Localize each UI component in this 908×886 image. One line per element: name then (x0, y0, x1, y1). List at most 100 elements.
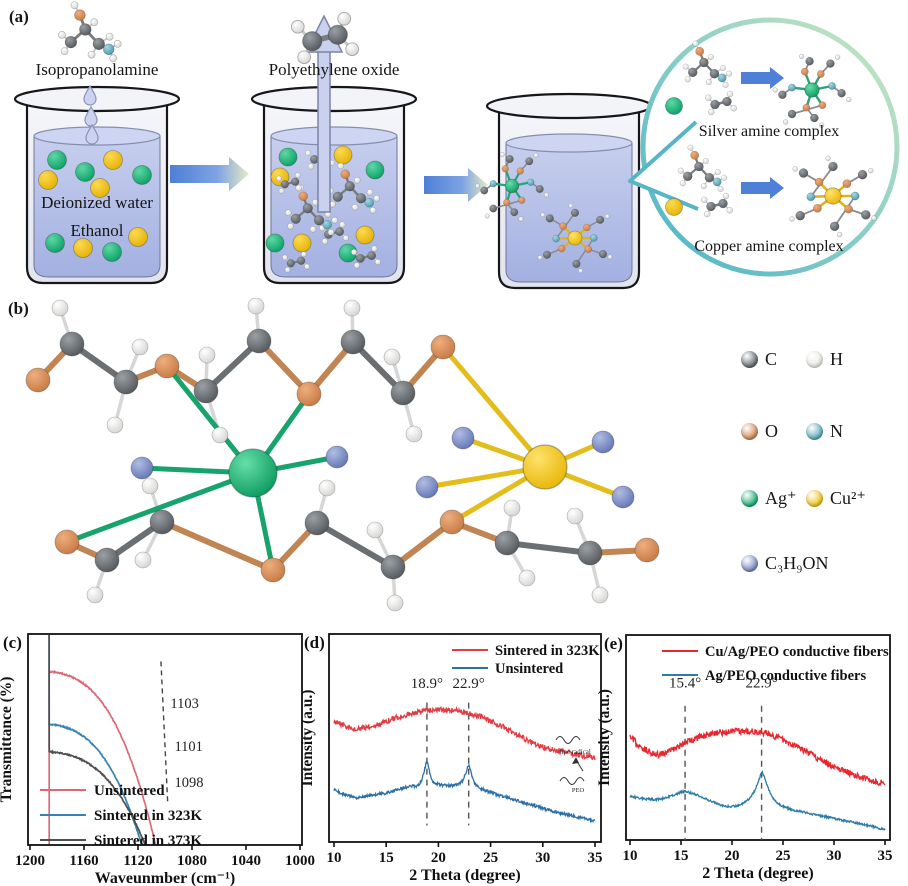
legend-ball-icon (741, 490, 758, 507)
svg-text:(d): (d) (304, 633, 325, 652)
svg-text:20: 20 (431, 850, 446, 866)
svg-text:1101: 1101 (174, 739, 202, 755)
legend-item-Ag: Ag⁺ (741, 488, 797, 509)
svg-text:Cu/Ag/PEO conductive fibers: Cu/Ag/PEO conductive fibers (705, 644, 889, 660)
legend-item-C: C (741, 349, 777, 370)
svg-text:Intensity (a.u.): Intensity (a.u.) (299, 690, 316, 787)
svg-text:1040: 1040 (231, 853, 261, 869)
series-c-0 (48, 669, 157, 844)
silver-ion-dot (365, 160, 385, 180)
legend-label: N (830, 421, 843, 441)
process-arrow-1-icon (170, 157, 249, 191)
svg-text:(c): (c) (3, 633, 22, 652)
legend-item-CHON: C₃H₉ON (741, 553, 829, 574)
svg-text:15.4°: 15.4° (669, 675, 701, 691)
silver-ion-dot (102, 242, 122, 262)
series-c-2 (48, 635, 146, 844)
svg-text:PEO: PEO (572, 787, 585, 794)
ethylene-molecule-icon (701, 192, 733, 218)
silver-ion-dot (132, 165, 152, 185)
svg-text:35: 35 (878, 848, 893, 864)
copper-ion-dot (292, 233, 312, 253)
svg-text:25: 25 (483, 850, 498, 866)
silver-center-atom (228, 448, 278, 498)
svg-text:30: 30 (827, 848, 842, 864)
peo-label: Polyethylene oxide (268, 60, 400, 79)
silver-amine-complex-icon (772, 53, 852, 128)
svg-text:22.9°: 22.9° (453, 676, 485, 692)
ethanol-label: Ethanol (70, 221, 124, 240)
copper-amine-complex-icon (537, 203, 613, 274)
svg-text:2 Theta (degree): 2 Theta (degree) (702, 865, 813, 882)
copper-ion-dot (73, 238, 93, 258)
svg-text:22.9°: 22.9° (745, 675, 777, 691)
speech-bubble (628, 17, 900, 277)
svg-text:Waveunmber (cm⁻¹): Waveunmber (cm⁻¹) (95, 870, 235, 886)
reaction-arrow-icon (741, 67, 784, 89)
isopropanolamine-molecule-icon (285, 184, 338, 236)
process-arrow-2-icon (424, 168, 488, 202)
svg-text:Unsintered: Unsintered (94, 783, 165, 799)
copper-amine-complex-label: Copper amine complex (694, 238, 844, 255)
legend-ball-icon (806, 490, 823, 507)
ethylene-molecule-icon (351, 245, 381, 269)
legend-label: H (830, 349, 843, 369)
isopropanolamine-molecule-icon (58, 1, 122, 63)
legend-ball-icon (741, 423, 758, 440)
legend-item-Cu: Cu²⁺ (806, 488, 866, 509)
beaker3-icon (485, 92, 653, 290)
legend-item-H: H (806, 349, 843, 370)
series-e-1 (629, 769, 886, 831)
droplet-icon (85, 123, 99, 145)
legend-label: Cu²⁺ (830, 488, 866, 508)
panel-b-structure (25, 298, 660, 612)
reaction-arrow-icon (741, 177, 784, 199)
isopropanolamine-label: Isopropanolamine (35, 60, 159, 79)
deionized-water-label: Deionized water (41, 193, 153, 212)
copper-ion-dot (333, 145, 353, 165)
svg-text:15: 15 (379, 850, 394, 866)
svg-text:Sintered in 323K: Sintered in 323K (495, 643, 600, 659)
svg-text:(e): (e) (604, 634, 623, 653)
silver-amine-complex-label: Silver amine complex (698, 123, 840, 140)
silver-ion-dot (278, 147, 298, 167)
legend-item-N: N (806, 421, 843, 442)
silver-ion-dot (75, 162, 95, 182)
legend-ball-icon (806, 423, 823, 440)
series-d-0 (333, 705, 596, 761)
ethylene-molecule-icon (282, 251, 310, 273)
svg-text:Sintered in 373K: Sintered in 373K (94, 833, 202, 849)
legend-ball-icon (741, 351, 758, 368)
legend-label: C₃H₉ON (765, 553, 829, 573)
series-d-1 (333, 759, 596, 824)
panel-a-label: (a) (9, 7, 29, 26)
panel-b-label: (b) (8, 299, 29, 318)
legend-ball-icon (806, 351, 823, 368)
panel-a-scheme (13, 1, 900, 290)
svg-text:18.9°: 18.9° (411, 676, 443, 692)
legend-label: Ag⁺ (765, 488, 797, 508)
silver-ion-dot (338, 243, 358, 263)
svg-text:30: 30 (535, 850, 550, 866)
droplet-icon (83, 84, 97, 106)
svg-text:1120: 1120 (123, 853, 152, 869)
silver-ion-dot (45, 233, 65, 253)
svg-text:10: 10 (327, 850, 342, 866)
svg-text:Transmittance (%): Transmittance (%) (0, 677, 15, 803)
legend-item-O: O (741, 421, 778, 442)
svg-text:1000: 1000 (285, 853, 315, 869)
ethylene-molecule-icon (705, 90, 737, 116)
svg-text:free radical: free radical (559, 748, 591, 756)
copper-ion-dot (38, 170, 58, 190)
svg-text:Ag/PEO conductive fibers: Ag/PEO conductive fibers (705, 668, 866, 684)
silver-ion-dot (665, 97, 683, 115)
series-c-1 (48, 635, 143, 844)
svg-text:25: 25 (776, 848, 791, 864)
copper-ion-dot (103, 150, 123, 170)
legend-label: O (765, 421, 778, 441)
copper-center-atom (522, 444, 568, 490)
svg-text:15: 15 (674, 848, 689, 864)
charts-row: 1200 1160 1120 1080 1040 1000 Waveunmber (cm⁻¹… (0, 633, 893, 886)
svg-text:1160: 1160 (69, 853, 98, 869)
